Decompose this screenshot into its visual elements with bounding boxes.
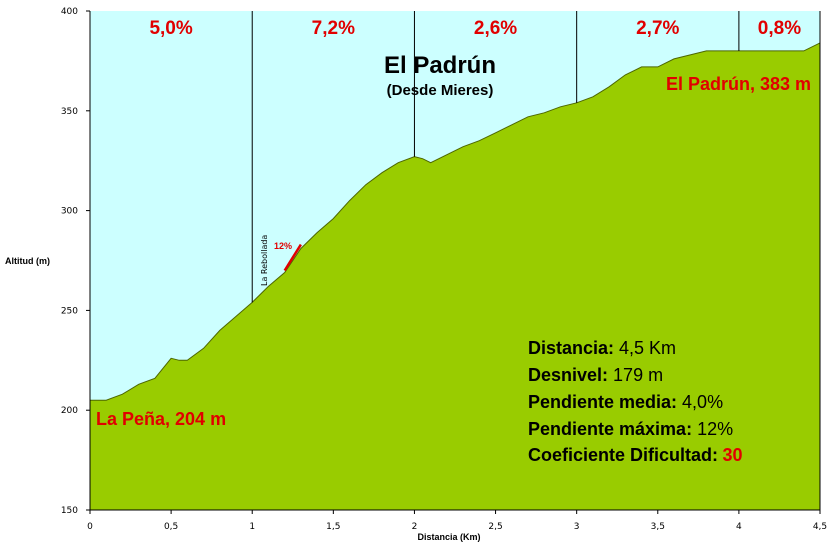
x-tick-label: 1,5 (326, 522, 340, 532)
stats-box: Distancia: 4,5 Km Desnivel: 179 m Pendie… (528, 338, 743, 465)
x-axis-title: Distancia (Km) (417, 532, 480, 542)
terrain-area (90, 42, 820, 511)
x-tick-label: 0,5 (164, 522, 178, 532)
y-tick-label: 200 (61, 406, 78, 416)
y-tick-label: 250 (61, 306, 78, 316)
chart-subtitle: (Desde Mieres) (387, 82, 494, 99)
segment-grade-label: 2,6% (474, 18, 517, 39)
x-tick-label: 4,5 (813, 522, 827, 532)
segment-grade-label: 7,2% (312, 18, 355, 39)
y-tick-label: 350 (61, 107, 78, 117)
y-tick-label: 300 (61, 207, 78, 217)
x-tick-label: 4 (736, 522, 742, 532)
stat-max-grade: Pendiente máxima: 12% (528, 419, 733, 439)
segment-grade-label: 5,0% (149, 18, 192, 39)
start-label: La Peña, 204 m (96, 409, 226, 429)
profile-line (90, 42, 821, 401)
segment-grade-label: 0,8% (758, 18, 801, 39)
x-tick-label: 0 (87, 522, 93, 532)
steep-section-line (283, 243, 302, 272)
x-tick-label: 3,5 (651, 522, 665, 532)
chart-title: El Padrún (384, 52, 496, 79)
x-tick-label: 2,5 (488, 522, 502, 532)
stat-elevation-gain: Desnivel: 179 m (528, 365, 663, 385)
y-tick-label: 400 (61, 7, 78, 17)
stat-difficulty: Coeficiente Dificultad: 30 (528, 445, 743, 465)
waypoint-label: La Rebollada (260, 235, 269, 286)
end-label: El Padrún, 383 m (666, 74, 811, 94)
x-tick-label: 1 (249, 522, 255, 532)
y-axis-title: Altitud (m) (5, 256, 50, 266)
segment-grade-label: 2,7% (636, 18, 679, 39)
steep-section-label: 12% (274, 241, 292, 251)
x-tick-label: 2 (412, 522, 418, 532)
stat-distance: Distancia: 4,5 Km (528, 338, 676, 358)
x-tick-label: 3 (574, 522, 580, 532)
stat-average-grade: Pendiente media: 4,0% (528, 392, 723, 412)
y-tick-label: 150 (61, 506, 78, 516)
